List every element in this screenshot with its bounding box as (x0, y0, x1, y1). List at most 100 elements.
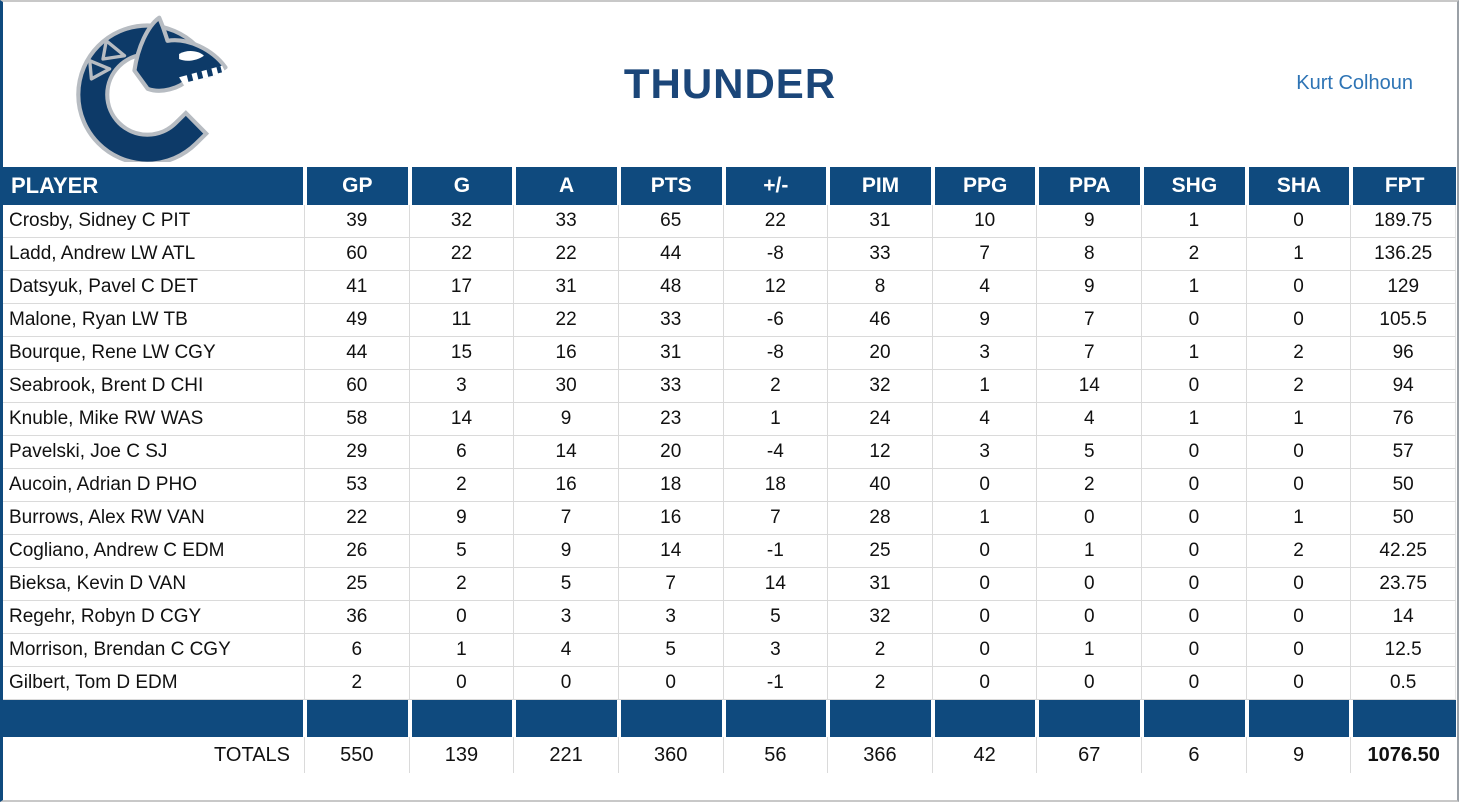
stat-cell: 36 (305, 601, 410, 634)
player-stats-table: PLAYER GP G A PTS +/- PIM PPG PPA SHG SHA FPT Crosb… (3, 167, 1456, 773)
owner-name: Kurt Colhoun (1296, 72, 1413, 94)
player-cell: Datsyuk, Pavel C DET (3, 271, 305, 304)
stat-cell: -1 (723, 667, 829, 700)
page-title: THUNDER (623, 60, 837, 107)
stat-cell: 23.75 (1351, 568, 1456, 601)
stat-cell: 5 (618, 634, 724, 667)
page-header: THUNDER Kurt Colhoun (3, 2, 1457, 167)
totals-label: TOTALS (3, 737, 305, 773)
stat-cell: 3 (409, 370, 515, 403)
table-row: Cogliano, Andrew C EDM 26 5 9 14 -1 25 0 1 0 2 42.2… (3, 535, 1456, 568)
stat-cell: 9 (514, 535, 619, 568)
stat-cell: 18 (618, 469, 724, 502)
table-row: Gilbert, Tom D EDM 2 0 0 0 -1 2 0 0 0 0 0.5 (3, 667, 1456, 700)
stat-cell: 22 (514, 304, 619, 337)
stat-cell: 2 (828, 634, 933, 667)
spacer-cell (409, 700, 515, 737)
stat-cell: 7 (1037, 337, 1143, 370)
spacer-cell (723, 700, 829, 737)
stat-cell: 0 (1142, 304, 1247, 337)
stat-cell: 5 (723, 601, 829, 634)
table-row: Aucoin, Adrian D PHO 53 2 16 18 18 40 0 2 0 0 50 (3, 469, 1456, 502)
stat-cell: 58 (305, 403, 410, 436)
stat-cell: 2 (1246, 370, 1352, 403)
stat-cell: 129 (1351, 271, 1456, 304)
stat-cell: 0 (1246, 601, 1352, 634)
total-stat-cell: 366 (828, 737, 933, 773)
spacer-cell (932, 700, 1038, 737)
column-header-player: PLAYER (3, 167, 305, 205)
player-cell: Burrows, Alex RW VAN (3, 502, 305, 535)
total-stat-cell: 6 (1142, 737, 1247, 773)
spacer-cell (1037, 700, 1143, 737)
player-cell: Aucoin, Adrian D PHO (3, 469, 305, 502)
stat-cell: 1 (1037, 634, 1143, 667)
spacer-cell (305, 700, 410, 737)
player-cell: Cogliano, Andrew C EDM (3, 535, 305, 568)
stat-cell: 16 (514, 469, 619, 502)
stat-cell: 1 (1246, 502, 1352, 535)
stat-cell: 44 (618, 238, 724, 271)
stat-cell: 6 (409, 436, 515, 469)
stat-cell: 5 (514, 568, 619, 601)
table-row: Morrison, Brendan C CGY 6 1 4 5 3 2 0 1 0 0 12.5 (3, 634, 1456, 667)
stat-cell: 9 (1037, 205, 1143, 238)
stat-cell: 4 (514, 634, 619, 667)
stat-cell: 3 (514, 601, 619, 634)
stat-cell: 24 (828, 403, 933, 436)
table-row: Knuble, Mike RW WAS 58 14 9 23 1 24 4 4 1 1 76 (3, 403, 1456, 436)
stat-cell: 1 (1142, 271, 1247, 304)
stat-cell: 49 (305, 304, 410, 337)
spacer-cell (828, 700, 933, 737)
stat-cell: 33 (828, 238, 933, 271)
stat-cell: 1 (409, 634, 515, 667)
stat-cell: 0 (1142, 568, 1247, 601)
stat-cell: 2 (1246, 337, 1352, 370)
total-stat-cell: 56 (724, 737, 829, 773)
stat-cell: 0 (1037, 667, 1143, 700)
stat-cell: 9 (1037, 271, 1143, 304)
stat-cell: 9 (409, 502, 515, 535)
stat-cell: 96 (1351, 337, 1456, 370)
stat-cell: 22 (514, 238, 619, 271)
table-header-row: PLAYER GP G A PTS +/- PIM PPG PPA SHG SHA FPT (3, 167, 1456, 205)
stat-cell: 0 (1142, 436, 1247, 469)
spacer-cell (3, 700, 305, 737)
stat-cell: 6 (305, 634, 410, 667)
player-cell: Pavelski, Joe C SJ (3, 436, 305, 469)
stat-cell: 1 (1037, 535, 1143, 568)
stat-cell: 23 (618, 403, 724, 436)
player-cell: Knuble, Mike RW WAS (3, 403, 305, 436)
stat-cell: 0 (1246, 436, 1352, 469)
stat-cell: 0 (1246, 205, 1352, 238)
stat-cell: 44 (305, 337, 410, 370)
stat-cell: 0 (1142, 601, 1247, 634)
stat-cell: 7 (618, 568, 724, 601)
stat-cell: 2 (409, 568, 515, 601)
stat-cell: 50 (1351, 469, 1456, 502)
stat-cell: 105.5 (1351, 304, 1456, 337)
total-stat-cell: 550 (305, 737, 410, 773)
total-stat-cell: 42 (933, 737, 1038, 773)
stat-cell: 1 (723, 403, 829, 436)
stat-cell: 5 (1037, 436, 1143, 469)
stat-cell: 0 (409, 667, 515, 700)
column-header-stat: GP (305, 167, 410, 205)
stat-cell: 76 (1351, 403, 1456, 436)
stat-cell: 17 (409, 271, 515, 304)
stat-cell: 4 (1037, 403, 1143, 436)
stat-cell: 0 (409, 601, 515, 634)
stat-cell: 26 (305, 535, 410, 568)
table-row: Datsyuk, Pavel C DET 41 17 31 48 12 8 4 9 1 0 129 (3, 271, 1456, 304)
stat-cell: 0 (1246, 568, 1352, 601)
stat-cell: 16 (618, 502, 724, 535)
table-row: Crosby, Sidney C PIT 39 32 33 65 22 31 10 9 1 0 189… (3, 205, 1456, 238)
stat-cell: 0 (932, 535, 1038, 568)
stat-cell: 0 (932, 601, 1038, 634)
table-row: Bieksa, Kevin D VAN 25 2 5 7 14 31 0 0 0 0 23.75 (3, 568, 1456, 601)
stat-cell: 29 (305, 436, 410, 469)
stat-cell: 53 (305, 469, 410, 502)
column-header-stat: A (514, 167, 619, 205)
total-stat-cell: 1076.50 (1367, 743, 1440, 766)
